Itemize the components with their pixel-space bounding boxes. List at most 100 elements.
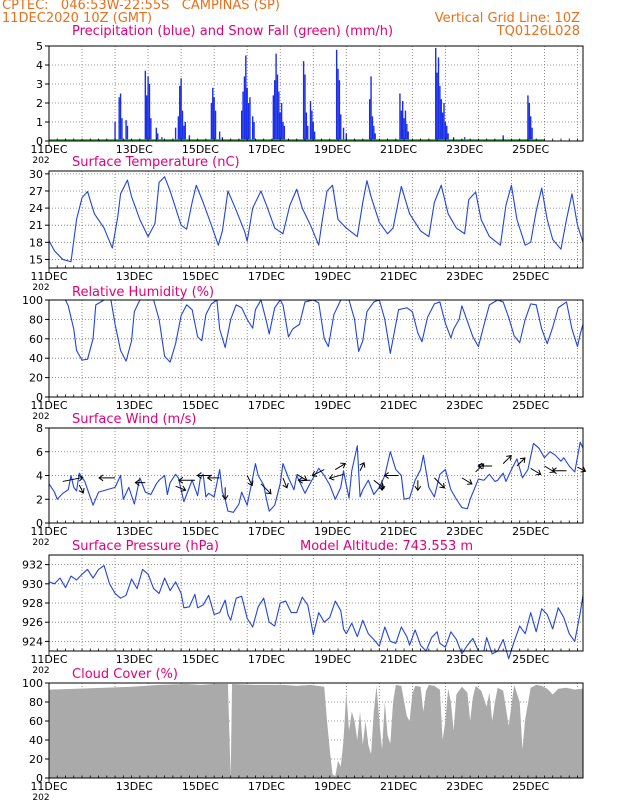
precipitation-bar [530, 116, 532, 141]
precipitation-bar [307, 125, 309, 141]
wind-arrowhead [414, 485, 422, 492]
precipitation-bar [180, 78, 182, 141]
press-xtick-label: 25DEC [512, 653, 549, 666]
press-ytick-label: 928 [22, 597, 43, 610]
press-ytick-label: 926 [22, 616, 43, 629]
rh-xtick-label: 17DEC [248, 399, 285, 412]
cloud-xtick-label: 25DEC [512, 780, 549, 793]
wind-arrowhead [359, 461, 366, 468]
precipitation-bar [309, 101, 312, 141]
wind-arrowhead [311, 470, 318, 477]
precipitation-bar [342, 127, 345, 141]
temp-line [48, 176, 584, 263]
precipitation-bar [399, 93, 401, 141]
rh-xtick-label: 15DEC [182, 399, 219, 412]
precipitation-bar [126, 125, 129, 141]
wind-arrow [78, 484, 84, 494]
wind-ytick-label: 0 [36, 517, 43, 530]
cloud-ytick-label: 0 [36, 772, 43, 785]
precipitation-bar [251, 116, 254, 141]
precipitation-bar [275, 53, 277, 141]
press-xtick-label: 19DEC [314, 653, 351, 666]
precipitation-bar [148, 84, 151, 141]
temp-xtick-label: 11DEC [30, 270, 67, 283]
wind-xtick-label: 19DEC [314, 525, 351, 538]
precip-ytick-label: 5 [36, 40, 43, 53]
wind-xtick-label: 17DEC [248, 525, 285, 538]
wind-xtick-label: 25DEC [512, 525, 549, 538]
precipitation-bar [302, 61, 305, 142]
precipitation-bar [436, 72, 438, 141]
precipitation-bar [404, 110, 407, 141]
wind-arrowhead [340, 462, 346, 469]
wind-arrow [312, 469, 325, 477]
model-code: TQ0126L028 [496, 24, 580, 39]
precipitation-bar [155, 127, 158, 141]
temp-ytick-label: 24 [29, 202, 43, 215]
temp-xtick-label: 25DEC [512, 270, 549, 283]
wind-frame [48, 427, 584, 524]
wind-xtick-label: 21DEC [380, 525, 417, 538]
precipitation-bar [338, 80, 341, 141]
precip-ytick-label: 1 [36, 116, 43, 129]
precipitation-bar [305, 112, 308, 141]
press-year-label: 202 [32, 666, 49, 676]
precipitation-bar [278, 91, 280, 141]
wind-arrowhead [282, 482, 289, 489]
precipitation-bar [177, 116, 180, 141]
precipitation-bar [439, 85, 441, 141]
wind-arrow [577, 466, 586, 472]
temp-ytick-label: 30 [29, 168, 43, 181]
precip-ytick-label: 0 [36, 135, 43, 148]
cloud-xtick-label: 15DEC [182, 780, 219, 793]
rh-xtick-label: 23DEC [446, 399, 483, 412]
precipitation-bar [283, 125, 286, 141]
model-altitude: Model Altitude: 743.553 m [300, 539, 474, 554]
cloud-ytick-label: 60 [29, 715, 43, 728]
wind-xtick-label: 11DEC [30, 525, 67, 538]
precipitation-bar [340, 114, 342, 141]
wind-arrow [62, 476, 83, 482]
precipitation-bar [371, 116, 374, 141]
precipitation-bar [218, 131, 221, 141]
precip-xtick-label: 21DEC [380, 143, 417, 156]
precipitation-bar [402, 101, 404, 141]
precipitation-bar [443, 103, 445, 141]
run-datetime: 11DEC2020 10Z (GMT) [2, 11, 153, 26]
precip-xtick-label: 25DEC [512, 143, 549, 156]
precipitation-bar [447, 133, 449, 141]
precipitation-bar [174, 127, 177, 141]
wind-line [48, 441, 584, 513]
wind-arrowhead [551, 467, 557, 475]
temp-xtick-label: 15DEC [182, 270, 219, 283]
precipitation-bar [280, 103, 283, 141]
cloud-ytick-label: 20 [29, 753, 43, 766]
wind-arrow [502, 455, 512, 464]
precipitation-bar [444, 122, 447, 141]
press-ytick-label: 932 [22, 559, 43, 572]
wind-arrow [475, 463, 485, 473]
wind-xtick-label: 15DEC [182, 525, 219, 538]
precipitation-bar [119, 93, 122, 141]
precipitation-bar [282, 122, 284, 141]
wind-arrowhead [466, 479, 473, 485]
temp-xtick-label: 13DEC [116, 270, 153, 283]
station-header: CPTEC: 046:53W-22:55S CAMPINAS (SP) [2, 0, 280, 13]
precip-frame [48, 45, 584, 142]
temp-ytick-label: 18 [29, 236, 43, 249]
cloud-xtick-label: 17DEC [248, 780, 285, 793]
cloud-ytick-label: 80 [29, 696, 43, 709]
precip-ytick-label: 4 [36, 59, 43, 72]
precipitation-bar [210, 103, 213, 141]
precipitation-bar [181, 110, 184, 141]
cloud-xtick-label: 19DEC [314, 780, 351, 793]
temp-year-label: 202 [32, 283, 49, 293]
wind-arrowhead [383, 472, 389, 479]
wind-arrowhead [196, 472, 202, 479]
precipitation-bar [247, 103, 250, 141]
wind-xtick-label: 23DEC [446, 525, 483, 538]
rh-xtick-label: 21DEC [380, 399, 417, 412]
precipitation-bar [242, 91, 244, 141]
wind-arrowhead [78, 474, 84, 482]
